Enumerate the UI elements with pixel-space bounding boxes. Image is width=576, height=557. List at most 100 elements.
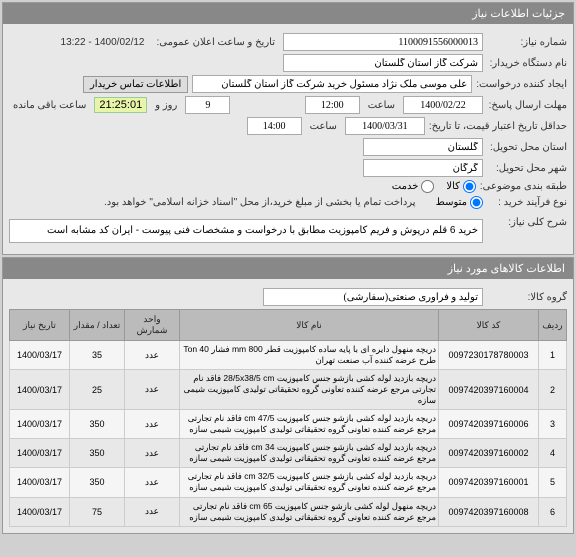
need-no-label: شماره نیاز: [487, 37, 567, 48]
table-row[interactable]: 60097420397160008دریچه منهول لوله کشی با… [10, 497, 567, 526]
cell-n: 5 [539, 468, 567, 497]
col-date: تاریخ نیاز [10, 310, 70, 341]
need-details-panel: جزئیات اطلاعات نیاز شماره نیاز: تاریخ و … [2, 2, 574, 255]
creator-input[interactable] [192, 75, 472, 93]
col-name: نام کالا [180, 310, 439, 341]
deadline-date-input[interactable] [403, 96, 483, 114]
remaining-label: ساعت باقی مانده [9, 100, 90, 111]
table-row[interactable]: 40097420397160002دریچه بازدید لوله کشی ب… [10, 439, 567, 468]
cell-n: 6 [539, 497, 567, 526]
row-group: گروه کالا: [9, 288, 567, 306]
cell-date: 1400/03/17 [10, 341, 70, 370]
cell-code: 0097230178780003 [439, 341, 539, 370]
cell-qty: 35 [70, 341, 125, 370]
cell-name: دریچه منهول دایره ای با پایه ساده کامپوز… [180, 341, 439, 370]
buy-type-mid-label: متوسط [436, 197, 467, 208]
buy-type-label: نوع فرآیند خرید : [487, 197, 567, 208]
classify-goods-item[interactable]: کالا [446, 180, 476, 193]
table-row[interactable]: 50097420397160001دریچه بازدید لوله کشی ب… [10, 468, 567, 497]
cell-date: 1400/03/17 [10, 410, 70, 439]
buy-type-radio-group: متوسط [436, 196, 483, 209]
cell-n: 4 [539, 439, 567, 468]
row-need-no: شماره نیاز: تاریخ و ساعت اعلان عمومی: 14… [9, 33, 567, 51]
cell-code: 0097420397160001 [439, 468, 539, 497]
buy-type-mid-radio[interactable] [470, 196, 483, 209]
panel-header: جزئیات اطلاعات نیاز [3, 3, 573, 24]
cell-unit: عدد [125, 497, 180, 526]
hour-label-2: ساعت [306, 121, 341, 132]
contact-button[interactable]: اطلاعات تماس خریدار [83, 76, 188, 93]
row-validity: حداقل تاریخ اعتبار قیمت، تا تاریخ: ساعت [9, 117, 567, 135]
delivery-city-input[interactable] [363, 159, 483, 177]
table-row[interactable]: 20097420397160004دریچه بازدید لوله کشی ب… [10, 370, 567, 410]
cell-date: 1400/03/17 [10, 468, 70, 497]
cell-qty: 350 [70, 439, 125, 468]
items-panel: اطلاعات کالاهای مورد نیاز گروه کالا: ردی… [2, 257, 574, 534]
row-delivery-city: شهر محل تحویل: [9, 159, 567, 177]
hour-label-1: ساعت [364, 100, 399, 111]
cell-code: 0097420397160008 [439, 497, 539, 526]
classify-goods-radio[interactable] [463, 180, 476, 193]
row-creator: ایجاد کننده درخواست: اطلاعات تماس خریدار [9, 75, 567, 93]
announce-label: تاریخ و ساعت اعلان عمومی: [153, 37, 280, 48]
items-form-area: گروه کالا: ردیف کد کالا نام کالا واحد شم… [3, 279, 573, 533]
delivery-city-label: شهر محل تحویل: [487, 163, 567, 174]
cell-code: 0097420397160006 [439, 410, 539, 439]
need-no-input[interactable] [283, 33, 483, 51]
cell-code: 0097420397160004 [439, 370, 539, 410]
col-n: ردیف [539, 310, 567, 341]
cell-n: 1 [539, 341, 567, 370]
general-desc-label: شرح کلی نیاز: [487, 217, 567, 228]
items-panel-header: اطلاعات کالاهای مورد نیاز [3, 258, 573, 279]
table-row[interactable]: 30097420397160006دریچه بازدید لوله کشی ب… [10, 410, 567, 439]
cell-n: 3 [539, 410, 567, 439]
row-deadline: مهلت ارسال پاسخ: ساعت روز و 21:25:01 ساع… [9, 96, 567, 114]
delivery-prov-label: استان محل تحویل: [487, 142, 567, 153]
cell-name: دریچه بازدید لوله کشی بازشو جنس کامپوزیت… [180, 439, 439, 468]
cell-qty: 25 [70, 370, 125, 410]
row-classify: طبقه بندی موضوعی: کالا خدمت [9, 180, 567, 193]
validity-time-input[interactable] [247, 117, 302, 135]
days-remaining [185, 96, 230, 114]
cell-date: 1400/03/17 [10, 497, 70, 526]
cell-unit: عدد [125, 370, 180, 410]
time-remaining: 21:25:01 [94, 97, 147, 113]
group-input[interactable] [263, 288, 483, 306]
validity-date-input[interactable] [345, 117, 425, 135]
group-label: گروه کالا: [487, 292, 567, 303]
row-buyer-org: نام دستگاه خریدار: [9, 54, 567, 72]
delivery-prov-input[interactable] [363, 138, 483, 156]
cell-unit: عدد [125, 341, 180, 370]
general-desc-box: خرید 6 قلم درپوش و فریم کامپوزیت مطابق ب… [9, 219, 483, 243]
deadline-time-input[interactable] [305, 96, 360, 114]
classify-service-item[interactable]: خدمت [392, 180, 435, 193]
items-tbody: 10097230178780003دریچه منهول دایره ای با… [10, 341, 567, 527]
table-row[interactable]: 10097230178780003دریچه منهول دایره ای با… [10, 341, 567, 370]
cell-date: 1400/03/17 [10, 439, 70, 468]
buyer-org-input[interactable] [283, 54, 483, 72]
cell-qty: 350 [70, 410, 125, 439]
form-area: شماره نیاز: تاریخ و ساعت اعلان عمومی: 14… [3, 24, 573, 254]
and-label: روز و [151, 100, 181, 111]
page-container: جزئیات اطلاعات نیاز شماره نیاز: تاریخ و … [0, 2, 576, 534]
cell-unit: عدد [125, 410, 180, 439]
announce-value: 1400/02/12 - 13:22 [57, 37, 149, 48]
col-unit: واحد شمارش [125, 310, 180, 341]
buy-type-mid-item[interactable]: متوسط [436, 196, 483, 209]
classify-service-label: خدمت [392, 181, 419, 192]
cell-name: دریچه بازدید لوله کشی بازشو جنس کامپوزیت… [180, 468, 439, 497]
cell-name: دریچه بازدید لوله کشی بازشو جنس کامپوزیت… [180, 370, 439, 410]
items-table: ردیف کد کالا نام کالا واحد شمارش تعداد /… [9, 309, 567, 527]
items-thead: ردیف کد کالا نام کالا واحد شمارش تعداد /… [10, 310, 567, 341]
classify-label: طبقه بندی موضوعی: [480, 181, 567, 192]
cell-name: دریچه بازدید لوله کشی بازشو جنس کامپوزیت… [180, 410, 439, 439]
cell-n: 2 [539, 370, 567, 410]
classify-service-radio[interactable] [421, 180, 434, 193]
cell-unit: عدد [125, 468, 180, 497]
cell-unit: عدد [125, 439, 180, 468]
classify-radio-group: کالا خدمت [392, 180, 476, 193]
cell-code: 0097420397160002 [439, 439, 539, 468]
col-qty: تعداد / مقدار [70, 310, 125, 341]
buy-type-note: پرداخت تمام یا بخشی از مبلغ خرید،از محل … [100, 197, 420, 208]
items-header-row: ردیف کد کالا نام کالا واحد شمارش تعداد /… [10, 310, 567, 341]
